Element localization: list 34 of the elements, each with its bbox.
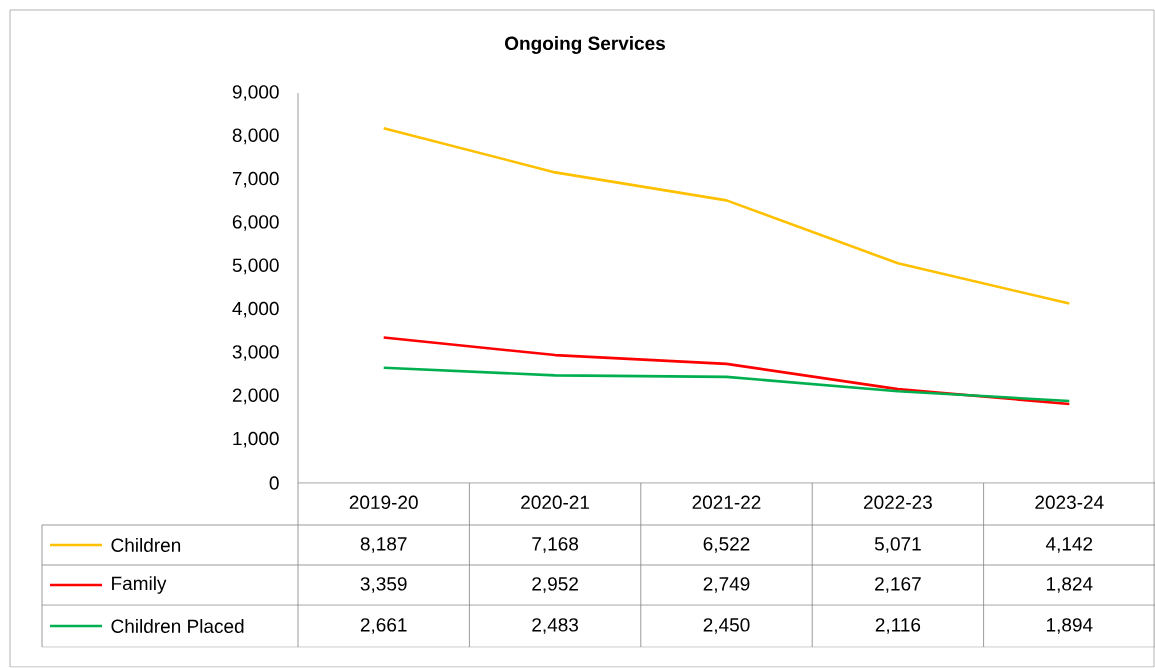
x-tick-label: 2021-22 — [692, 495, 761, 509]
data-label: 1,894 — [1046, 618, 1093, 634]
data-label: 2,952 — [532, 577, 578, 593]
legend-label: Children — [111, 538, 181, 552]
data-label: 7,168 — [532, 537, 579, 553]
data-label: 2,483 — [532, 618, 579, 634]
x-tick-label: 2020-21 — [521, 495, 590, 509]
data-label: 1,824 — [1046, 577, 1093, 593]
legend-label: Family — [112, 576, 167, 594]
data-label: 3,359 — [360, 577, 407, 593]
x-tick-label: 2022-23 — [864, 495, 932, 509]
y-tick-label: 4,000 — [232, 301, 279, 318]
y-tick-label: 5,000 — [232, 258, 279, 275]
chart-title: Ongoing Services — [505, 36, 665, 54]
data-label: 8,187 — [360, 537, 407, 553]
data-label: 4,142 — [1045, 537, 1093, 553]
data-label: 6,522 — [703, 537, 750, 553]
x-tick-label: 2023-24 — [1035, 495, 1104, 509]
y-tick-label: 6,000 — [232, 215, 279, 231]
y-tick-label: 3,000 — [232, 345, 279, 361]
data-label: 2,116 — [875, 618, 921, 634]
data-label: 5,071 — [874, 537, 921, 553]
legend-label: Children Placed — [111, 619, 244, 633]
y-tick-label: 7,000 — [232, 171, 279, 188]
y-tick-label: 2,000 — [232, 388, 279, 405]
data-label: 2,450 — [703, 618, 750, 634]
data-label: 2,167 — [875, 577, 921, 593]
x-tick-label: 2019-20 — [349, 495, 418, 509]
y-tick-label: 1,000 — [233, 431, 279, 448]
y-tick-label: 0 — [269, 476, 279, 490]
y-tick-label: 8,000 — [232, 128, 279, 145]
data-label: 2,749 — [703, 577, 750, 593]
data-label: 2,661 — [360, 618, 407, 634]
y-tick-label: 9,000 — [232, 85, 279, 101]
